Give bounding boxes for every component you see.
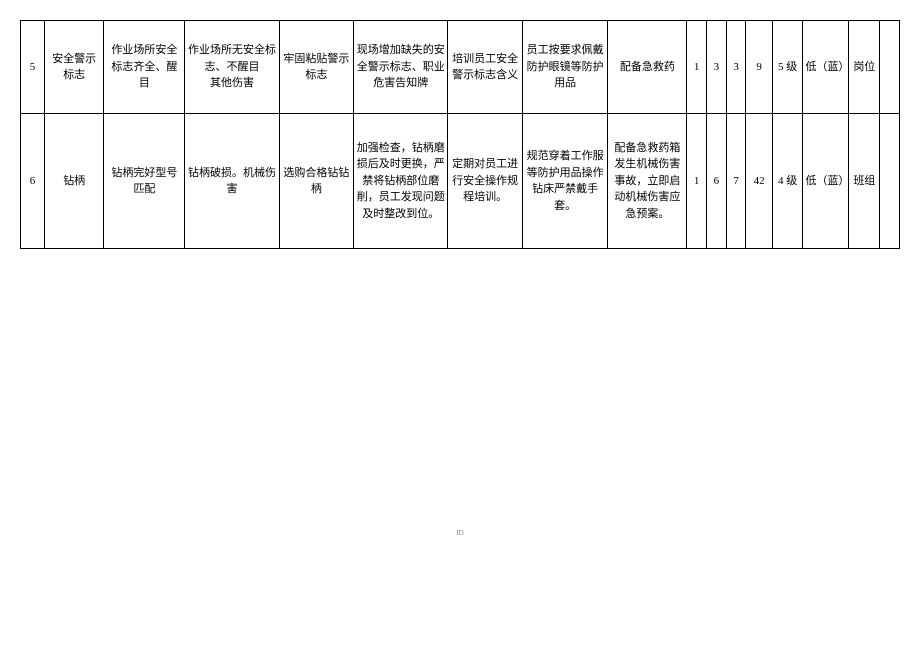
page-marker: ID: [20, 529, 900, 537]
table-cell: 4 级: [772, 114, 803, 249]
table-cell: 规范穿着工作服等防护用品操作钻床严禁戴手套。: [522, 114, 607, 249]
risk-table: 5安全警示标志作业场所安全标志齐全、醒目作业场所无安全标志、不醒目其他伤害牢固粘…: [20, 20, 900, 249]
table-cell: 42: [746, 114, 772, 249]
table-cell: 7: [726, 114, 746, 249]
table-cell: 加强检查，钻柄磨损后及时更换，严禁将钻柄部位磨削，员工发现问题及时整改到位。: [354, 114, 448, 249]
table-cell: [880, 114, 900, 249]
table-cell: 班组: [849, 114, 880, 249]
table-cell: 钻柄破损。机械伤害: [185, 114, 279, 249]
table-cell: 低（蓝）: [803, 21, 849, 114]
table-cell: 牢固粘贴警示标志: [279, 21, 354, 114]
table-cell: [880, 21, 900, 114]
table-cell: 6: [21, 114, 45, 249]
table-cell: 配备急救药箱发生机械伤害事故，立即启动机械伤害应急预案。: [608, 114, 687, 249]
table-cell: 现场增加缺失的安全警示标志、职业危害告知牌: [354, 21, 448, 114]
table-row: 5安全警示标志作业场所安全标志齐全、醒目作业场所无安全标志、不醒目其他伤害牢固粘…: [21, 21, 900, 114]
table-cell: 低（蓝）: [803, 114, 849, 249]
table-cell: 6: [707, 114, 727, 249]
table-cell: 培训员工安全警示标志含义: [448, 21, 523, 114]
table-cell: 钻柄完好型号匹配: [104, 114, 185, 249]
table-cell: 作业场所安全标志齐全、醒目: [104, 21, 185, 114]
table-cell: 1: [687, 114, 707, 249]
table-cell: 安全警示标志: [45, 21, 104, 114]
table-cell: 定期对员工进行安全操作规程培训。: [448, 114, 523, 249]
table-cell: 钻柄: [45, 114, 104, 249]
table-cell: 5 级: [772, 21, 803, 114]
table-cell: 9: [746, 21, 772, 114]
table-cell: 配备急救药: [608, 21, 687, 114]
table-row: 6钻柄钻柄完好型号匹配钻柄破损。机械伤害选购合格钻钻柄加强检查，钻柄磨损后及时更…: [21, 114, 900, 249]
table-cell: 5: [21, 21, 45, 114]
table-cell: 3: [707, 21, 727, 114]
table-cell: 3: [726, 21, 746, 114]
table-cell: 1: [687, 21, 707, 114]
table-cell: 员工按要求佩戴防护眼镜等防护用品: [522, 21, 607, 114]
table-cell: 岗位: [849, 21, 880, 114]
table-cell: 作业场所无安全标志、不醒目其他伤害: [185, 21, 279, 114]
table-cell: 选购合格钻钻柄: [279, 114, 354, 249]
